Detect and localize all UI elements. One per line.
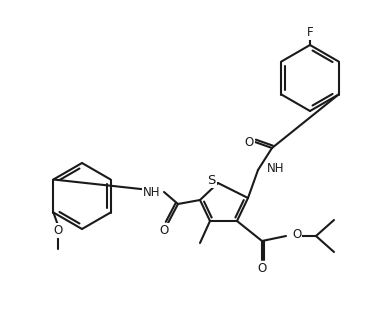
- Text: S: S: [207, 173, 215, 186]
- Text: O: O: [54, 224, 63, 237]
- Text: NH: NH: [267, 161, 285, 174]
- Text: O: O: [160, 224, 169, 238]
- Text: F: F: [307, 26, 313, 39]
- Text: NH: NH: [143, 185, 161, 198]
- Text: O: O: [244, 136, 254, 149]
- Text: O: O: [292, 228, 301, 241]
- Text: O: O: [258, 263, 267, 276]
